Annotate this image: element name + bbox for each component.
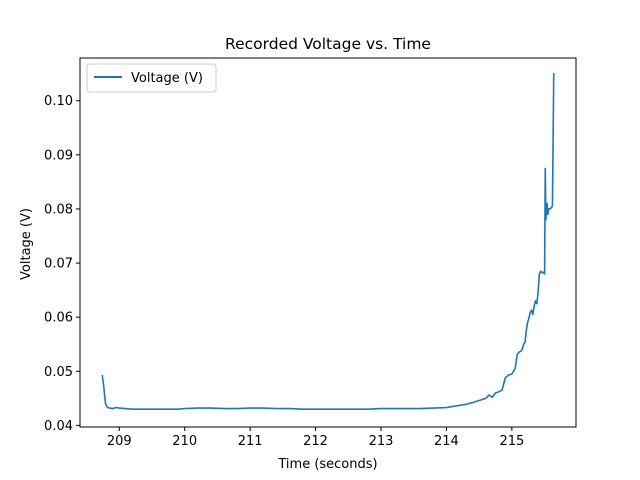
x-tick-label: 215 (499, 434, 524, 449)
legend-box (86, 63, 217, 93)
series-line-voltage (101, 72, 555, 410)
y-tick-label: 0.09 (44, 148, 73, 163)
y-tick-label: 0.05 (44, 365, 73, 380)
y-axis-label: Voltage (V) (19, 208, 34, 280)
legend-label-voltage: Voltage (V) (131, 71, 203, 86)
x-tick-label: 213 (369, 434, 394, 449)
plot-area: 209 210 211 212 213 214 215 0.04 0.05 0.06 0.07 0.0… (44, 57, 577, 449)
y-tick-label: 0.08 (44, 202, 73, 217)
x-axis-label: Time (seconds) (277, 457, 377, 472)
x-tick-label: 211 (238, 434, 263, 449)
y-tick-label: 0.10 (44, 94, 73, 109)
x-tick-label: 212 (303, 434, 328, 449)
legend: Voltage (V) (86, 63, 217, 93)
chart-title: Recorded Voltage vs. Time (225, 35, 431, 53)
axes-frame (79, 57, 577, 428)
x-tick-label: 210 (172, 434, 197, 449)
x-tick-label: 214 (434, 434, 459, 449)
y-tick-label: 0.07 (44, 257, 73, 272)
y-tick-label: 0.06 (44, 311, 73, 326)
y-tick-label: 0.04 (44, 419, 73, 434)
x-tick-label: 209 (107, 434, 132, 449)
